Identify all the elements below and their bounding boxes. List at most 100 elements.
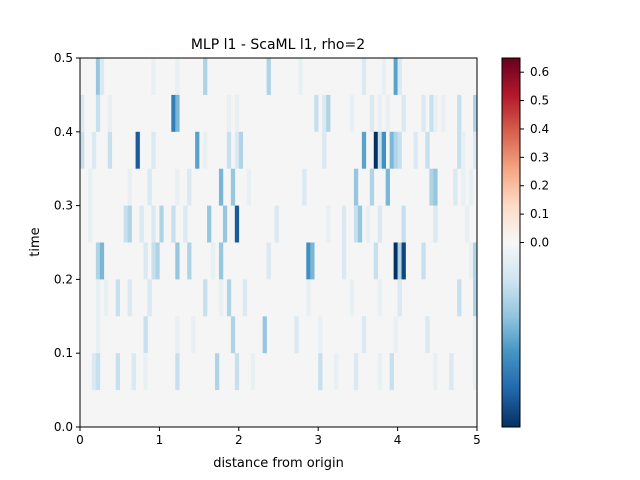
y-tick-label: 0.1: [54, 346, 73, 360]
heatmap-cell: [342, 205, 347, 243]
heatmap-cell: [449, 353, 454, 391]
x-tick-label: 1: [156, 433, 164, 447]
heatmap-cell: [115, 353, 120, 391]
heatmap-cell: [139, 205, 144, 243]
heatmap-cell: [421, 94, 426, 132]
heatmap-cell: [461, 131, 466, 169]
heatmap-cell: [115, 279, 120, 317]
x-tick-label: 0: [76, 433, 84, 447]
colorbar: [501, 57, 521, 428]
heatmap-cell: [361, 58, 367, 95]
heatmap-cell: [107, 94, 113, 132]
x-tick-label: 4: [394, 433, 402, 447]
heatmap-cell: [234, 205, 240, 243]
heatmap-cell: [326, 205, 331, 243]
heatmap-cell: [226, 131, 232, 169]
heatmap-cell: [274, 205, 279, 243]
heatmap-cell: [246, 168, 252, 206]
x-tick-label: 3: [314, 433, 322, 447]
colorbar-tick-label: 0.1: [530, 207, 549, 221]
heatmap-cell: [377, 353, 383, 391]
heatmap-cell: [203, 279, 208, 317]
heatmap-cell: [143, 316, 148, 354]
heatmap-cell: [242, 279, 248, 317]
heatmap-cell: [314, 94, 319, 132]
heatmap-cell: [207, 205, 212, 243]
heatmap-cell: [203, 131, 208, 169]
heatmap-cell: [127, 205, 132, 243]
heatmap-cell: [131, 353, 136, 391]
heatmap-cell: [457, 279, 462, 317]
heatmap-cell: [155, 242, 160, 280]
heatmap-cell: [401, 242, 406, 280]
heatmap-cell: [473, 242, 478, 280]
heatmap-cell: [80, 94, 85, 132]
heatmap-cell: [91, 353, 97, 391]
heatmap-cell: [183, 205, 188, 243]
heatmap-cell: [473, 94, 478, 132]
heatmap-cell: [159, 205, 164, 243]
heatmap-cell: [397, 242, 402, 280]
heatmap-cell: [191, 316, 196, 354]
heatmap-cell: [294, 316, 299, 354]
heatmap-cell: [95, 316, 101, 354]
heatmap-cell: [234, 353, 240, 391]
y-tick-label: 0.5: [54, 51, 73, 65]
heatmap-cell: [91, 131, 97, 169]
plot-area: [80, 58, 478, 427]
heatmap-cell: [413, 131, 418, 169]
heatmap-cell: [429, 94, 434, 132]
y-tick-label: 0.3: [54, 199, 73, 213]
y-tick-label: 0.4: [54, 125, 73, 139]
heatmap-cell: [175, 353, 180, 391]
heatmap-cell: [353, 168, 359, 206]
colorbar-tick-label: 0.2: [530, 179, 549, 193]
plot-frame: [79, 57, 478, 428]
heatmap-cell: [334, 353, 339, 391]
heatmap-cell: [187, 242, 192, 280]
heatmap-cell: [302, 168, 307, 206]
heatmap-cell: [250, 353, 255, 391]
heatmap-cell: [373, 131, 379, 169]
heatmap-cell: [353, 353, 359, 391]
heatmap-cell: [127, 279, 132, 317]
heatmap-cell: [143, 353, 148, 391]
heatmap-cell: [175, 58, 180, 95]
heatmap-cell: [175, 94, 180, 132]
heatmap-cell: [425, 316, 430, 354]
heatmap-cell: [306, 279, 311, 317]
heatmap-cell: [342, 242, 347, 280]
heatmap-cell: [230, 316, 236, 354]
heatmap-cell: [218, 242, 224, 280]
colorbar-tick-label: 0.3: [530, 150, 549, 164]
heatmap-cell: [234, 131, 240, 169]
heatmap-cell: [238, 131, 244, 169]
heatmap-cell: [365, 205, 371, 243]
heatmap-cell: [318, 353, 323, 391]
x-axis-label: distance from origin: [213, 456, 344, 471]
heatmap-cell: [401, 205, 406, 243]
heatmap-cell: [385, 94, 390, 132]
heatmap-cell: [230, 168, 236, 206]
heatmap-cell: [397, 279, 402, 317]
heatmap-cell: [393, 58, 398, 95]
heatmap-cell: [377, 94, 383, 132]
heatmap-cell: [349, 94, 355, 132]
heatmap-cell: [373, 242, 379, 280]
heatmap-cell: [87, 168, 93, 206]
heatmap-cell: [361, 316, 367, 354]
heatmap-cell: [461, 168, 466, 206]
heatmap-cell: [195, 131, 200, 169]
heatmap-cell: [175, 316, 180, 354]
heatmap-cell: [397, 131, 402, 169]
heatmap-cell: [203, 58, 208, 95]
heatmap-cell: [107, 131, 113, 169]
heatmap-cell: [95, 279, 101, 317]
heatmap-cell: [306, 242, 311, 280]
heatmap-cell: [99, 242, 105, 280]
heatmap-cell: [298, 58, 303, 95]
heatmap-cell: [421, 242, 426, 280]
heatmap-cell: [175, 242, 180, 280]
colorbar-tick-label: 0.5: [530, 94, 549, 108]
heatmap-cell: [401, 94, 406, 132]
